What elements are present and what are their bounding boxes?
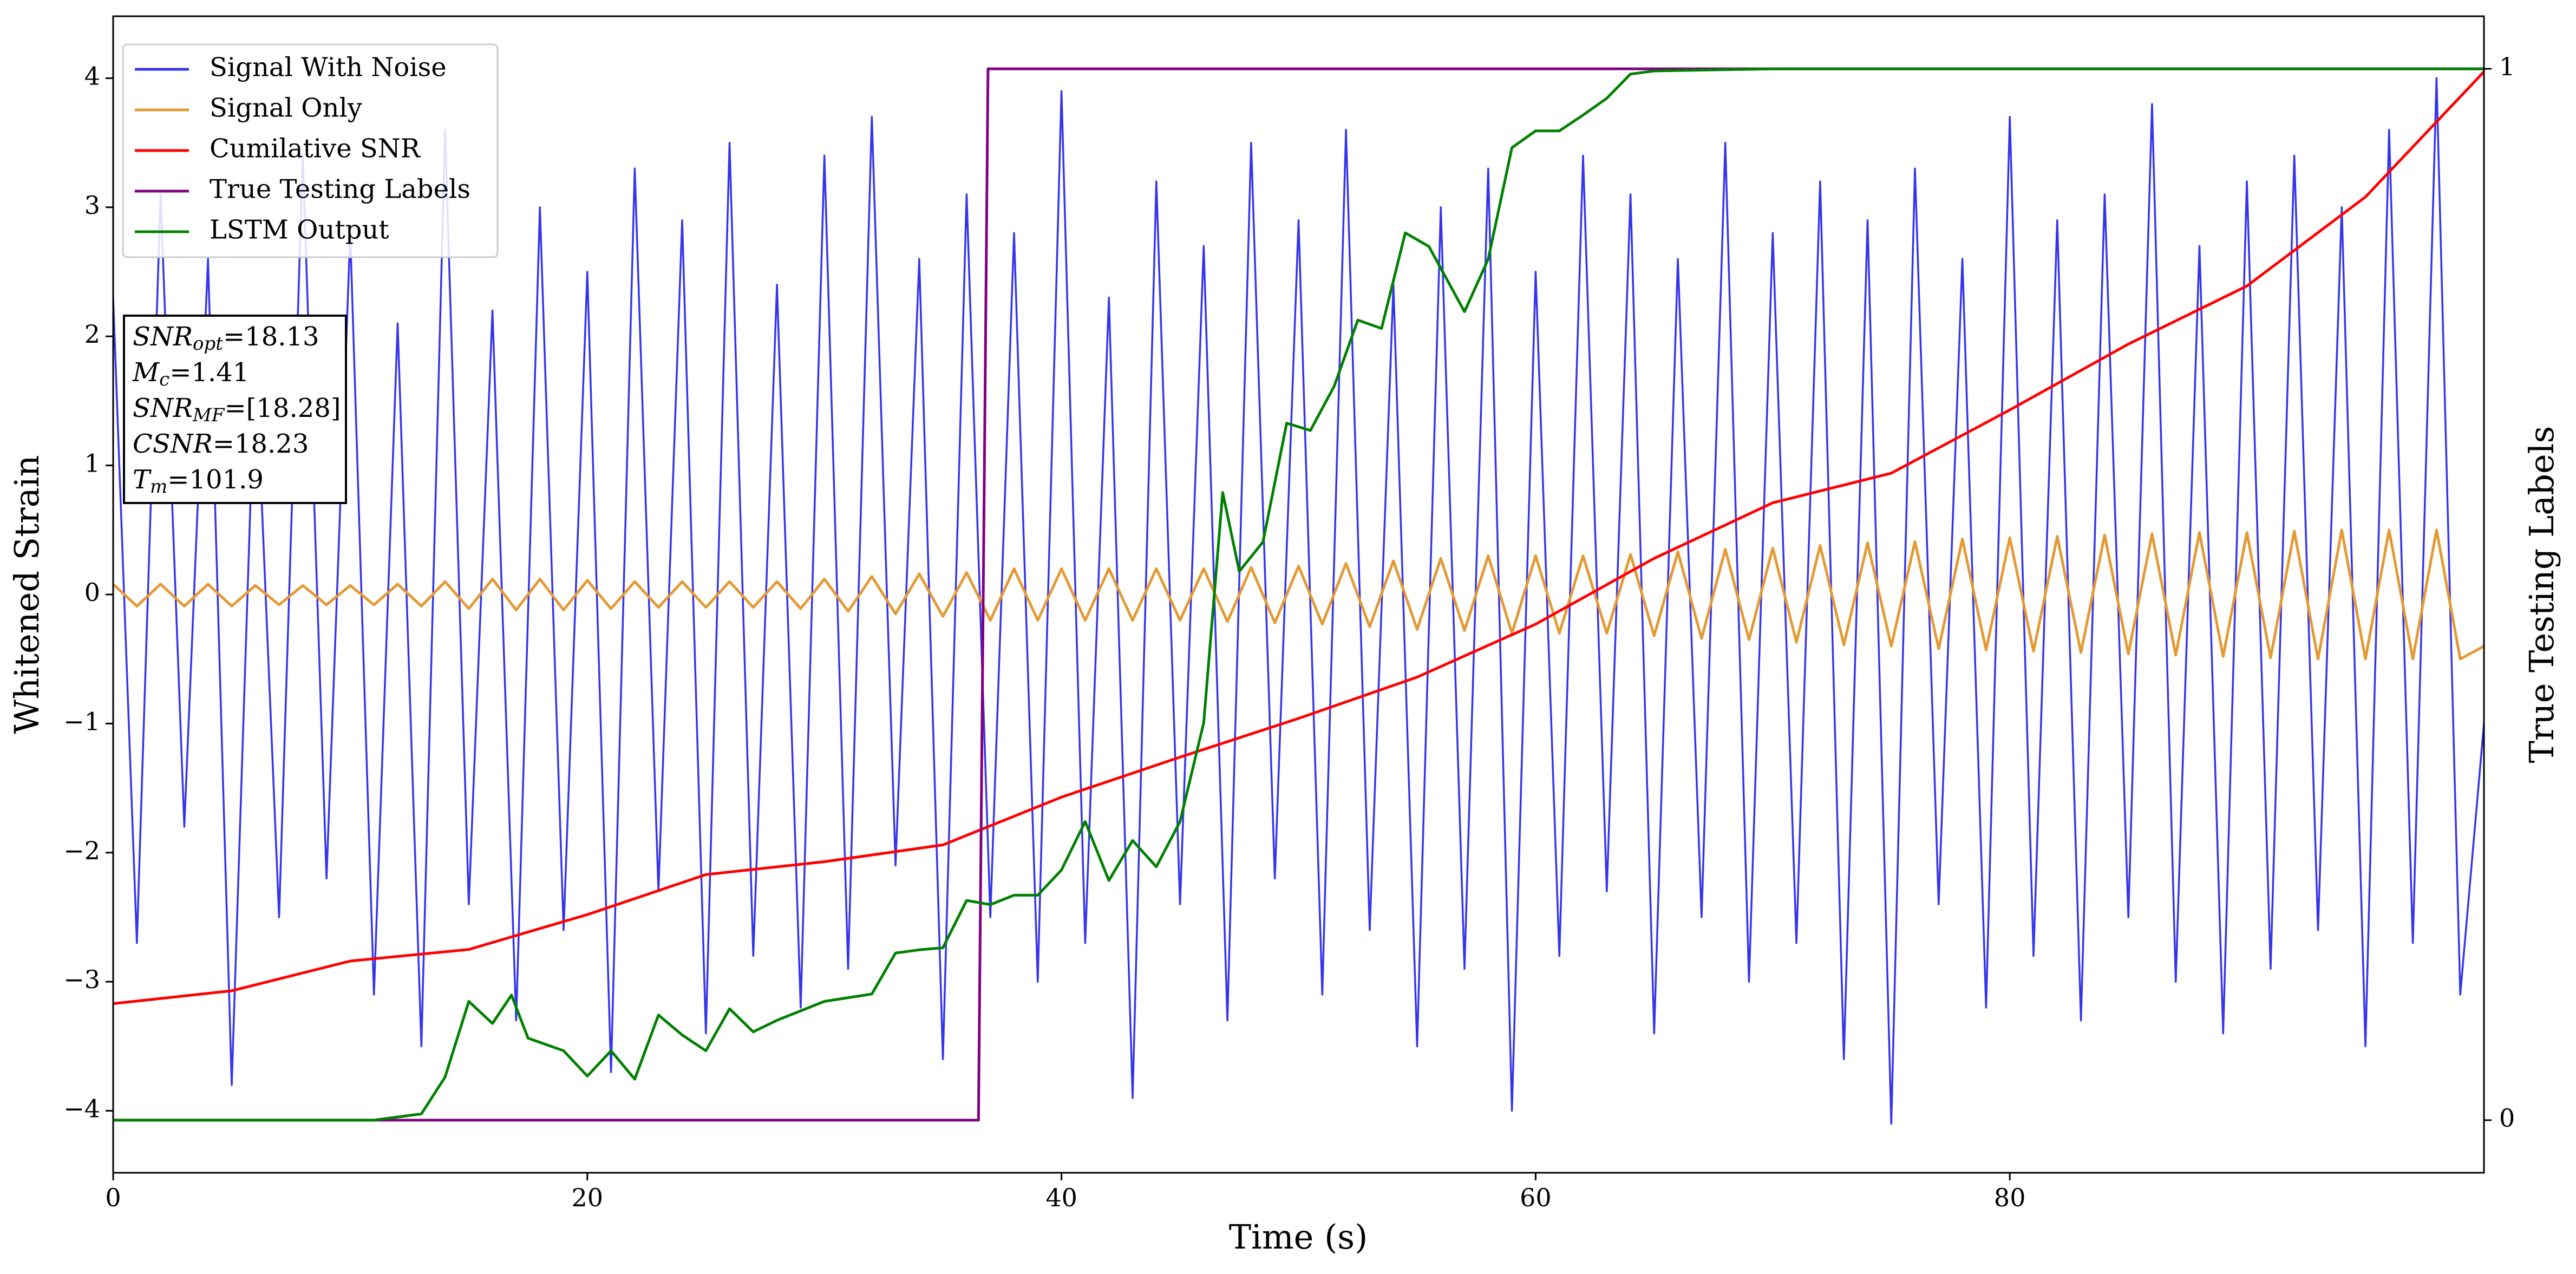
x-tick-label: 80	[1994, 1183, 2026, 1212]
annotation-subscript: c	[159, 369, 169, 390]
y-tick-label: 3	[84, 191, 100, 220]
y2-tick-label: 1	[2499, 52, 2515, 81]
annotation-value: =18.23	[213, 429, 309, 459]
annotation-value: =1.41	[169, 357, 249, 388]
legend-label: LSTM Output	[210, 215, 389, 245]
y-tick-label: −4	[63, 1094, 100, 1123]
y2-axis-label: True Testing Labels	[2522, 426, 2561, 763]
x-tick-label: 20	[572, 1183, 604, 1212]
series-line	[113, 528, 2484, 661]
annotation-symbol: CSNR	[133, 429, 213, 459]
annotation-symbol: M	[132, 357, 160, 388]
x-axis-label: Time (s)	[1229, 1217, 1368, 1257]
annotation-value: =[18.28]	[224, 393, 341, 423]
legend-label: Signal With Noise	[210, 53, 447, 83]
x-tick-label: 40	[1045, 1183, 1077, 1212]
annotation-value: =101.9	[167, 465, 264, 495]
y-axis-label: Whitened Strain	[7, 455, 47, 734]
series-line	[113, 77, 2484, 1125]
series-line	[113, 67, 2484, 1122]
annotation-subscript: opt	[193, 333, 223, 355]
y-tick-label: −2	[63, 836, 100, 865]
y2-tick-label: 0	[2499, 1103, 2515, 1133]
x-tick-label: 0	[105, 1183, 121, 1212]
annotation-line: CSNR=18.23	[133, 429, 309, 459]
legend-label: Cumilative SNR	[210, 134, 421, 164]
annotation-line: SNRMF=[18.28]	[133, 393, 341, 427]
legend-label: True Testing Labels	[210, 174, 470, 205]
annotation-line: SNRopt=18.13	[133, 322, 319, 355]
annotation-subscript: MF	[192, 404, 225, 426]
y-tick-label: 1	[84, 449, 100, 478]
annotation-symbol: SNR	[133, 393, 193, 423]
annotation-line: Mc=1.41	[132, 357, 249, 391]
legend-box	[122, 43, 499, 258]
annotation-value: =18.13	[223, 322, 319, 352]
series-line	[113, 70, 2484, 1005]
y-tick-label: −3	[63, 965, 100, 994]
annotation-subscript: m	[150, 476, 167, 498]
x-tick-label: 60	[1520, 1183, 1552, 1212]
y-tick-label: 2	[84, 319, 100, 349]
y-tick-label: 0	[84, 578, 100, 607]
annotation-box	[123, 315, 347, 504]
annotation-line: Tm=101.9	[133, 465, 264, 498]
y-tick-label: 4	[84, 61, 100, 90]
annotation-symbol: T	[133, 465, 152, 495]
y-tick-label: −1	[63, 707, 100, 736]
legend-label: Signal Only	[210, 93, 362, 123]
annotation-symbol: SNR	[133, 322, 193, 352]
